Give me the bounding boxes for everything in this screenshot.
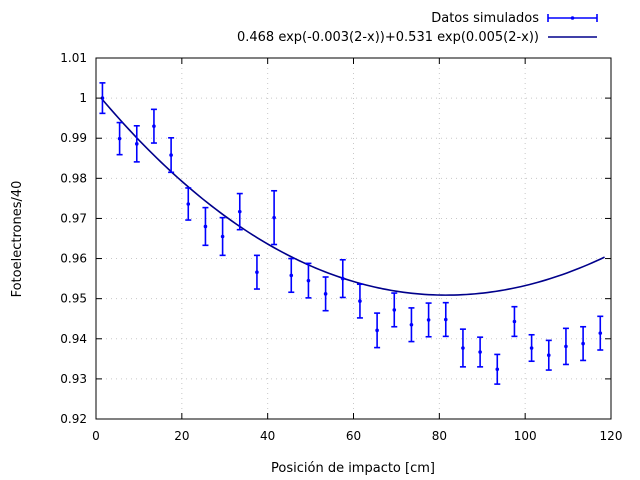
x-tick-labels: 0 20 40 60 80 100 120 xyxy=(92,429,622,443)
data-marker xyxy=(426,318,431,322)
y-tick-label: 1.01 xyxy=(60,51,87,65)
data-marker xyxy=(546,353,551,358)
data-marker xyxy=(186,202,191,206)
data-marker xyxy=(117,136,122,141)
data-point xyxy=(253,254,260,290)
data-marker xyxy=(323,292,328,296)
data-point xyxy=(185,187,192,221)
y-tick-label: 1 xyxy=(79,91,87,105)
data-marker xyxy=(203,224,208,229)
data-point xyxy=(322,276,329,312)
legend-errorbar-marker xyxy=(570,16,575,20)
data-point xyxy=(168,137,175,174)
data-point xyxy=(528,333,535,363)
data-marker xyxy=(152,124,156,128)
y-tick-labels: 0.92 0.93 0.94 0.95 0.96 0.97 0.98 0.99 1 1.01 xyxy=(60,51,87,426)
data-marker xyxy=(237,209,242,214)
x-tick-label: 40 xyxy=(260,429,275,443)
y-tick-label: 0.94 xyxy=(60,332,87,346)
data-point xyxy=(374,312,381,349)
legend-label-datos-simulados: Datos simulados xyxy=(431,11,539,26)
data-point xyxy=(99,82,106,115)
data-point xyxy=(580,325,587,362)
x-tick-label: 100 xyxy=(514,429,537,443)
legend: Datos simulados 0.468 exp(-0.003(2-x))+0… xyxy=(237,11,598,45)
x-tick-label: 60 xyxy=(346,429,361,443)
data-marker xyxy=(443,317,448,322)
data-point xyxy=(494,353,501,385)
x-tick-label: 120 xyxy=(600,429,623,443)
x-tick-label: 20 xyxy=(174,429,189,443)
data-marker xyxy=(220,234,225,239)
data-point xyxy=(219,216,226,257)
data-point xyxy=(408,307,415,343)
data-point xyxy=(545,339,552,371)
data-marker xyxy=(512,319,517,324)
y-tick-label: 0.96 xyxy=(60,252,87,266)
data-point xyxy=(305,262,312,299)
data-point xyxy=(116,121,123,156)
fit-layer xyxy=(101,99,605,296)
data-marker xyxy=(495,367,500,372)
x-axis-title: Posición de impacto [cm] xyxy=(271,461,435,476)
data-marker xyxy=(340,276,345,281)
data-marker xyxy=(529,346,534,350)
data-point xyxy=(425,302,432,338)
data-layer xyxy=(99,82,604,385)
y-tick-label: 0.95 xyxy=(60,292,87,306)
data-point xyxy=(562,327,569,366)
grid xyxy=(96,58,611,419)
data-marker xyxy=(272,215,276,220)
data-point xyxy=(236,192,243,231)
data-marker xyxy=(598,331,603,335)
data-point xyxy=(150,108,157,144)
data-point xyxy=(202,206,209,247)
data-marker xyxy=(100,96,105,100)
data-point xyxy=(391,292,398,328)
data-marker xyxy=(306,278,311,283)
data-point xyxy=(288,257,295,294)
data-marker xyxy=(581,341,585,346)
legend-errorbar-glyph xyxy=(547,14,598,22)
y-tick-label: 0.99 xyxy=(60,131,87,145)
data-point xyxy=(271,189,278,246)
y-tick-label: 0.98 xyxy=(60,171,87,185)
data-marker xyxy=(564,344,568,349)
data-marker xyxy=(169,153,173,157)
data-point xyxy=(442,301,449,338)
data-point xyxy=(459,328,466,368)
x-tick-label: 80 xyxy=(432,429,447,443)
data-point xyxy=(597,315,604,351)
ticks xyxy=(95,57,612,420)
data-marker xyxy=(358,299,362,303)
fit-curve xyxy=(101,99,605,296)
data-marker xyxy=(392,308,397,312)
y-tick-label: 0.92 xyxy=(60,412,87,426)
data-marker xyxy=(478,350,482,354)
x-tick-label: 0 xyxy=(92,429,100,443)
legend-sample-errorbar xyxy=(547,14,598,22)
data-marker xyxy=(255,270,259,274)
data-marker xyxy=(375,328,379,333)
data-point xyxy=(133,124,140,163)
data-marker xyxy=(289,273,294,278)
y-tick-label: 0.93 xyxy=(60,372,87,386)
data-marker xyxy=(134,142,139,146)
y-tick-label: 0.97 xyxy=(60,211,87,225)
data-point xyxy=(339,258,346,299)
legend-label-fit: 0.468 exp(-0.003(2-x))+0.531 exp(0.005(2… xyxy=(237,30,539,45)
data-point xyxy=(356,283,363,319)
data-point xyxy=(511,305,518,338)
data-marker xyxy=(461,346,465,350)
y-axis-title: Fotoelectrones/40 xyxy=(10,181,25,298)
data-marker xyxy=(409,322,414,327)
data-point xyxy=(477,336,484,368)
